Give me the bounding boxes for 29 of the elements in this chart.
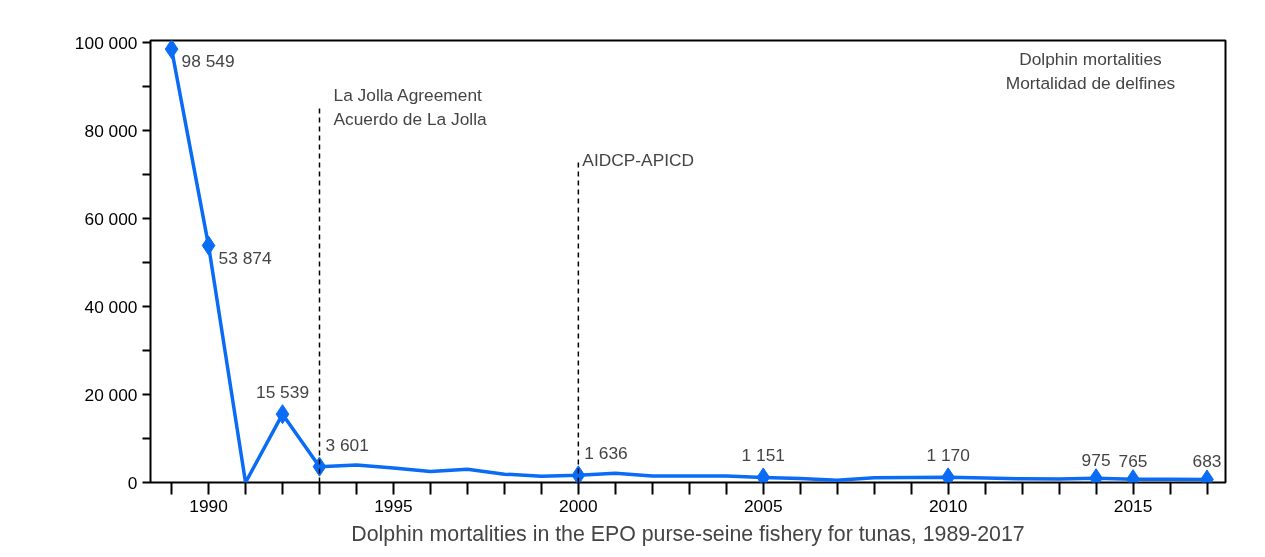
data-label: 53 874	[218, 247, 272, 268]
y-tick-label: 0	[127, 472, 138, 493]
x-tick-label: 2015	[1113, 495, 1153, 516]
x-tick-label: 1995	[374, 495, 413, 516]
data-label: 15 539	[256, 382, 310, 403]
ref-line-label: La Jolla Agreement Acuerdo de La Jolla	[333, 84, 488, 129]
y-tick-label: 60 000	[84, 208, 138, 229]
data-label: 1 151	[741, 445, 785, 466]
data-label: 3 601	[325, 434, 369, 455]
y-tick-label: 20 000	[84, 384, 138, 405]
x-tick-label: 2005	[743, 495, 783, 516]
x-tick-label: 2000	[559, 495, 598, 516]
data-label: 683	[1192, 451, 1222, 472]
y-tick-label: 100 000	[74, 32, 138, 53]
data-label: 975	[1081, 450, 1111, 471]
text: Dolphin mortalities in the EPO purse-seine fishery for tunas, 1989-2017	[351, 521, 1025, 546]
x-tick-label: 1990	[189, 495, 228, 516]
data-label: 765	[1118, 451, 1148, 472]
x-tick-label: 2010	[928, 495, 968, 516]
y-tick-label: 40 000	[84, 296, 138, 317]
point	[201, 235, 216, 256]
data-label: 1 170	[926, 445, 970, 466]
point	[571, 465, 586, 483]
annotation: Dolphin mortalities Mortalidad de delfines	[1005, 48, 1176, 93]
point	[164, 40, 179, 60]
y-tick-label: 80 000	[84, 120, 138, 141]
data-label: 1 636	[584, 443, 628, 464]
ref-line-label: AIDCP-APICD	[582, 149, 695, 170]
data-label: 98 549	[181, 51, 235, 72]
